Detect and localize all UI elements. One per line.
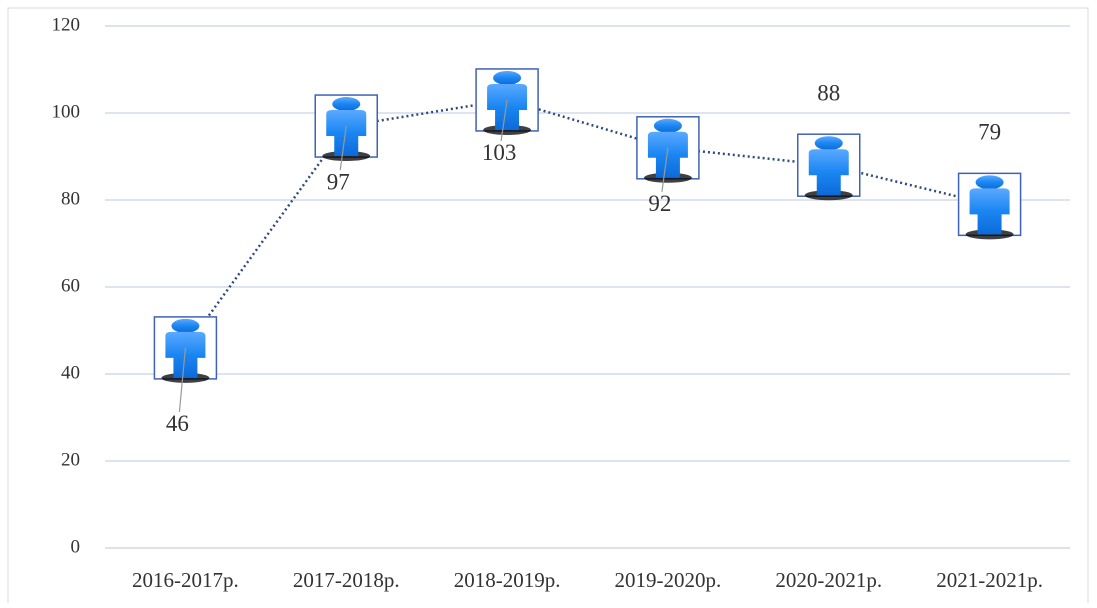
y-tick-label: 60 <box>61 275 80 296</box>
x-tick-label: 2021-2021р. <box>936 568 1043 592</box>
y-tick-label: 80 <box>61 188 80 209</box>
data-label: 92 <box>648 191 671 216</box>
marker <box>314 94 378 162</box>
leader-line <box>661 147 669 192</box>
marker <box>957 172 1022 240</box>
data-label: 46 <box>166 411 189 436</box>
x-tick-label: 2017-2018р. <box>293 568 400 592</box>
icon-head <box>653 118 682 133</box>
x-tick-label: 2018-2019р. <box>454 568 561 592</box>
chart-frame <box>7 7 1089 608</box>
data-label: 103 <box>482 140 517 165</box>
data-label: 88 <box>817 80 840 105</box>
y-tick-label: 120 <box>52 14 81 35</box>
icon-head <box>493 70 522 85</box>
icon-body <box>647 131 688 178</box>
icon-head <box>975 175 1004 190</box>
icon-head <box>332 97 361 112</box>
data-label: 79 <box>978 120 1001 145</box>
y-tick-label: 0 <box>71 536 81 557</box>
y-tick-label: 20 <box>61 449 80 470</box>
icon-body <box>808 149 849 196</box>
icon-body <box>165 331 206 378</box>
icon-head <box>814 136 843 151</box>
y-tick-label: 100 <box>52 101 81 122</box>
data-label: 97 <box>327 169 350 194</box>
icon-body <box>487 83 528 130</box>
icon-head <box>171 318 200 333</box>
leader-line <box>500 99 508 142</box>
icon-body <box>326 110 367 157</box>
y-tick-label: 40 <box>61 362 80 383</box>
icon-body <box>969 188 1010 235</box>
x-tick-label: 2020-2021р. <box>775 568 882 592</box>
marker <box>475 68 539 135</box>
line <box>184 98 990 349</box>
leader-line <box>339 125 347 171</box>
marker <box>797 133 861 201</box>
x-tick-label: 2019-2020р. <box>615 568 722 592</box>
x-tick-label: 2016-2017р. <box>132 568 239 592</box>
leader-line <box>178 347 187 412</box>
